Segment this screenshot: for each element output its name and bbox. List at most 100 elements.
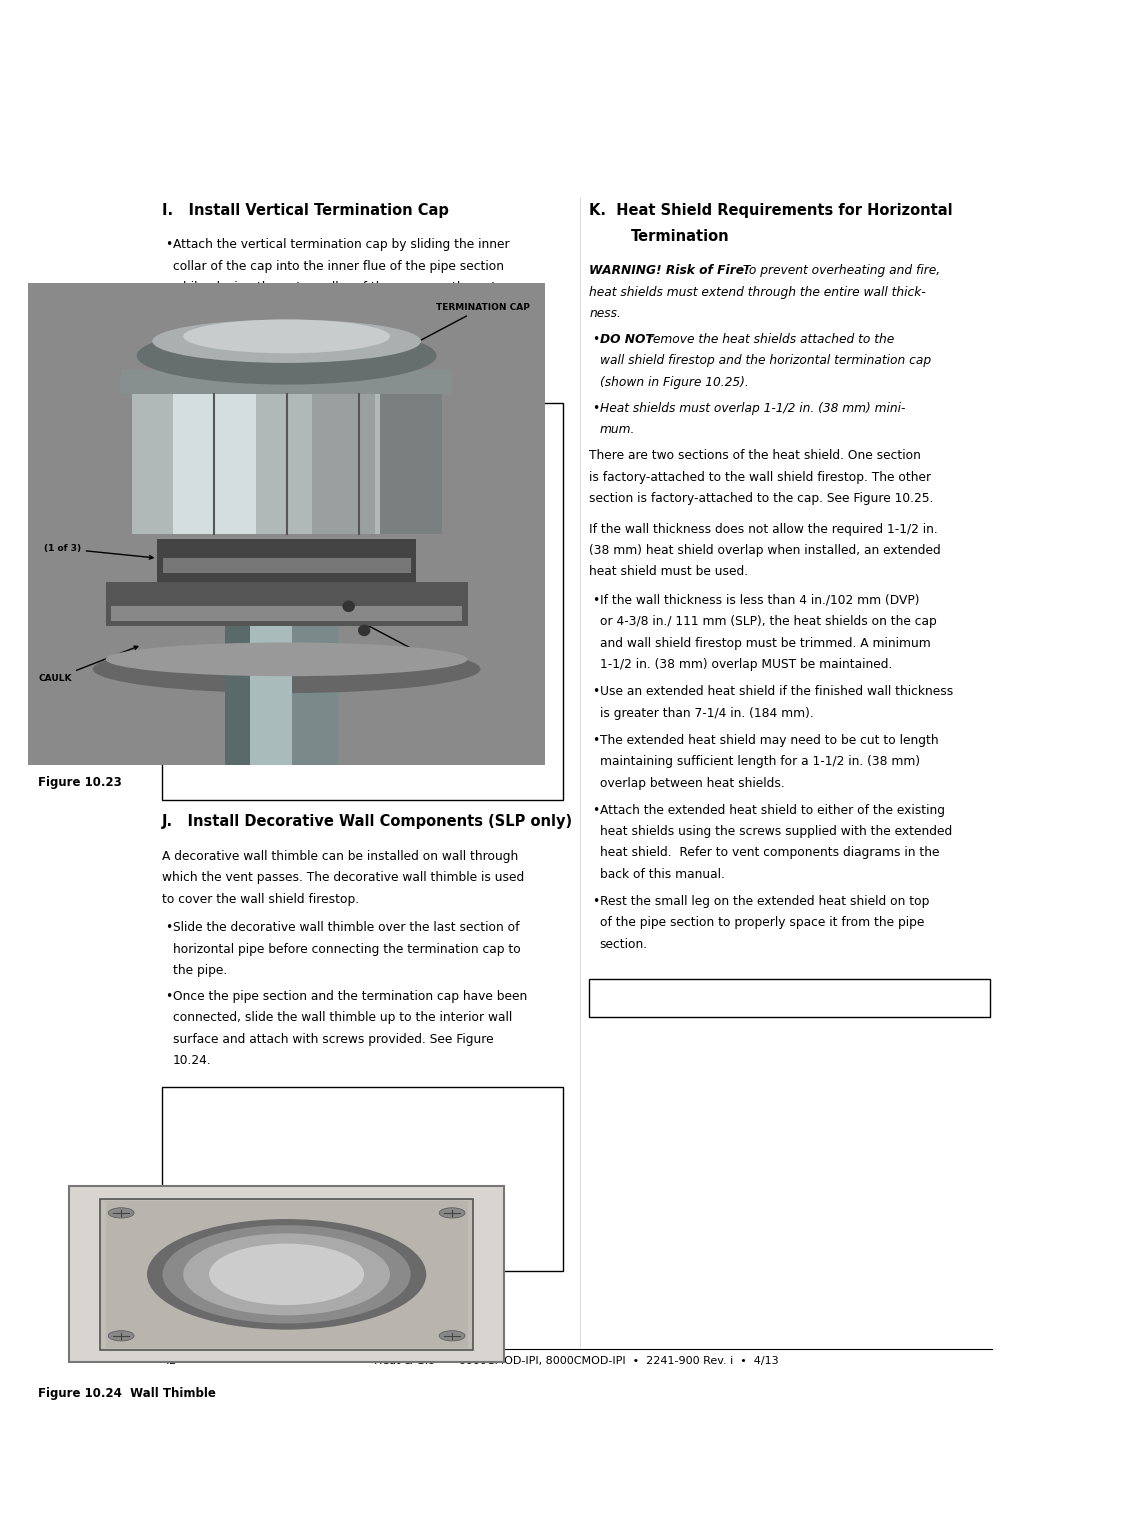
Text: section is factory-attached to the cap. See Figure 10.25.: section is factory-attached to the cap. … bbox=[589, 491, 934, 505]
Text: Secure the cap by driving three self-tapping  screws: Secure the cap by driving three self-tap… bbox=[173, 330, 492, 342]
Bar bbox=[173, 390, 255, 534]
Circle shape bbox=[439, 1207, 465, 1218]
Text: Termination: Termination bbox=[631, 228, 729, 243]
Ellipse shape bbox=[106, 642, 468, 676]
Text: STORM
COLLAR: STORM COLLAR bbox=[357, 570, 441, 611]
Bar bbox=[163, 557, 410, 573]
Text: Use an extended heat shield if the finished wall thickness: Use an extended heat shield if the finis… bbox=[599, 685, 953, 698]
Text: •: • bbox=[165, 990, 172, 1003]
Text: Heat & Glo  •   6000CMOD-IPI, 8000CMOD-IPI  •  2241-900 Rev. i  •  4/13: Heat & Glo • 6000CMOD-IPI, 8000CMOD-IPI … bbox=[374, 1357, 778, 1366]
Text: not: not bbox=[823, 992, 843, 1004]
Text: •: • bbox=[165, 330, 172, 342]
Circle shape bbox=[357, 625, 371, 636]
Text: Figure 10.24  Wall Thimble: Figure 10.24 Wall Thimble bbox=[38, 1388, 216, 1400]
Bar bbox=[225, 548, 251, 765]
Text: •: • bbox=[591, 594, 599, 607]
Text: •: • bbox=[591, 685, 599, 698]
Text: •: • bbox=[591, 402, 599, 414]
Text: the pipe.: the pipe. bbox=[173, 964, 227, 976]
Text: flue of the pipe section.: flue of the pipe section. bbox=[173, 302, 318, 316]
Text: heat shields using the screws supplied with the extended: heat shields using the screws supplied w… bbox=[599, 825, 952, 838]
Ellipse shape bbox=[137, 326, 436, 385]
Text: •: • bbox=[591, 804, 599, 816]
Text: (supplied) through the pilot holes in the outer collar of the: (supplied) through the pilot holes in th… bbox=[173, 351, 531, 363]
Text: while placing the outer collar of the cap over the outer: while placing the outer collar of the ca… bbox=[173, 280, 508, 294]
Text: and wall shield firestop must be trimmed. A minimum: and wall shield firestop must be trimmed… bbox=[599, 636, 931, 650]
Text: overlap between heat shields.: overlap between heat shields. bbox=[599, 776, 785, 790]
Ellipse shape bbox=[152, 319, 422, 363]
Text: Once the pipe section and the termination cap have been: Once the pipe section and the terminatio… bbox=[173, 990, 527, 1003]
Text: (1 of 3): (1 of 3) bbox=[44, 544, 153, 559]
Text: DO NOT: DO NOT bbox=[599, 333, 653, 346]
Text: 10.24.: 10.24. bbox=[173, 1053, 211, 1067]
Text: be field constructed.: be field constructed. bbox=[846, 992, 977, 1004]
Text: wall shield firestop and the horizontal termination cap: wall shield firestop and the horizontal … bbox=[599, 354, 931, 368]
Text: connected, slide the wall thimble up to the interior wall: connected, slide the wall thimble up to … bbox=[173, 1012, 511, 1024]
Text: •: • bbox=[165, 239, 172, 251]
Text: of the pipe section to properly space it from the pipe: of the pipe section to properly space it… bbox=[599, 916, 924, 930]
Circle shape bbox=[439, 1331, 465, 1341]
Text: •: • bbox=[591, 895, 599, 909]
Text: maintaining sufficient length for a 1-1/2 in. (38 mm): maintaining sufficient length for a 1-1/… bbox=[599, 755, 919, 768]
Text: 42: 42 bbox=[162, 1357, 176, 1366]
Text: K.  Heat Shield Requirements for Horizontal: K. Heat Shield Requirements for Horizont… bbox=[589, 203, 953, 217]
Text: (38 mm) heat shield overlap when installed, an extended: (38 mm) heat shield overlap when install… bbox=[589, 544, 941, 557]
Bar bbox=[106, 582, 468, 625]
Bar bbox=[251, 548, 292, 765]
Bar bbox=[589, 979, 990, 1018]
Text: To prevent overheating and fire,: To prevent overheating and fire, bbox=[738, 265, 940, 277]
Circle shape bbox=[183, 1234, 390, 1315]
Circle shape bbox=[209, 1244, 364, 1304]
Text: horizontal pipe before connecting the termination cap to: horizontal pipe before connecting the te… bbox=[173, 942, 520, 955]
Bar bbox=[162, 1087, 563, 1270]
Bar bbox=[111, 607, 462, 621]
Text: cap into the outer flue of the pipe (see Figure 10.23).: cap into the outer flue of the pipe (see… bbox=[173, 373, 498, 385]
Text: I.   Install Vertical Termination Cap: I. Install Vertical Termination Cap bbox=[162, 203, 450, 217]
Bar bbox=[70, 1186, 504, 1363]
Text: •: • bbox=[591, 735, 599, 747]
Text: SCREWS: SCREWS bbox=[363, 622, 453, 664]
Text: is factory-attached to the wall shield firestop. The other: is factory-attached to the wall shield f… bbox=[589, 471, 932, 484]
Text: Heat shields must overlap 1-1/2 in. (38 mm) mini-: Heat shields must overlap 1-1/2 in. (38 … bbox=[599, 402, 905, 414]
Text: back of this manual.: back of this manual. bbox=[599, 869, 725, 881]
Bar bbox=[380, 390, 442, 534]
Text: heat shield must be used.: heat shield must be used. bbox=[589, 565, 749, 579]
Text: to cover the wall shield firestop.: to cover the wall shield firestop. bbox=[162, 893, 360, 906]
Text: If the wall thickness is less than 4 in./102 mm (DVP): If the wall thickness is less than 4 in.… bbox=[599, 594, 919, 607]
Text: Figure 10.23: Figure 10.23 bbox=[38, 776, 123, 788]
Text: surface and attach with screws provided. See Figure: surface and attach with screws provided.… bbox=[173, 1033, 493, 1046]
Text: •: • bbox=[591, 333, 599, 346]
Text: 1-1/2 in. (38 mm) overlap MUST be maintained.: 1-1/2 in. (38 mm) overlap MUST be mainta… bbox=[599, 658, 892, 671]
Bar bbox=[162, 403, 563, 801]
Circle shape bbox=[163, 1226, 410, 1323]
Text: Slide the decorative wall thimble over the last section of: Slide the decorative wall thimble over t… bbox=[173, 921, 519, 935]
Bar bbox=[121, 370, 452, 394]
Text: The extended heat shield may need to be cut to length: The extended heat shield may need to be … bbox=[599, 735, 939, 747]
Bar bbox=[106, 1201, 468, 1348]
Ellipse shape bbox=[93, 645, 481, 693]
Text: J.   Install Decorative Wall Components (SLP only): J. Install Decorative Wall Components (S… bbox=[162, 815, 573, 830]
Circle shape bbox=[343, 601, 355, 611]
Text: CAULK: CAULK bbox=[38, 647, 138, 684]
Bar bbox=[132, 390, 442, 534]
Text: collar of the cap into the inner flue of the pipe section: collar of the cap into the inner flue of… bbox=[173, 260, 504, 273]
Text: remove the heat shields attached to the: remove the heat shields attached to the bbox=[644, 333, 895, 346]
Bar bbox=[312, 390, 374, 534]
Text: or 4-3/8 in./ 111 mm (SLP), the heat shields on the cap: or 4-3/8 in./ 111 mm (SLP), the heat shi… bbox=[599, 616, 936, 628]
Text: •: • bbox=[165, 921, 172, 935]
Text: is greater than 7-1/4 in. (184 mm).: is greater than 7-1/4 in. (184 mm). bbox=[599, 707, 814, 719]
Circle shape bbox=[108, 1207, 134, 1218]
Text: section.: section. bbox=[599, 938, 647, 950]
Text: WARNING! Risk of Fire!: WARNING! Risk of Fire! bbox=[589, 265, 750, 277]
Text: Attach the vertical termination cap by sliding the inner: Attach the vertical termination cap by s… bbox=[173, 239, 509, 251]
Ellipse shape bbox=[183, 319, 390, 353]
Bar bbox=[157, 539, 416, 582]
Text: heat shields must extend through the entire wall thick-: heat shields must extend through the ent… bbox=[589, 285, 926, 299]
Text: which the vent passes. The decorative wall thimble is used: which the vent passes. The decorative wa… bbox=[162, 872, 525, 884]
Text: Attach the extended heat shield to either of the existing: Attach the extended heat shield to eithe… bbox=[599, 804, 944, 816]
Text: (shown in Figure 10.25).: (shown in Figure 10.25). bbox=[599, 376, 749, 388]
Text: If the wall thickness does not allow the required 1-1/2 in.: If the wall thickness does not allow the… bbox=[589, 522, 937, 536]
Circle shape bbox=[147, 1220, 426, 1329]
Text: ness.: ness. bbox=[589, 306, 620, 320]
Text: TERMINATION CAP: TERMINATION CAP bbox=[368, 303, 529, 368]
